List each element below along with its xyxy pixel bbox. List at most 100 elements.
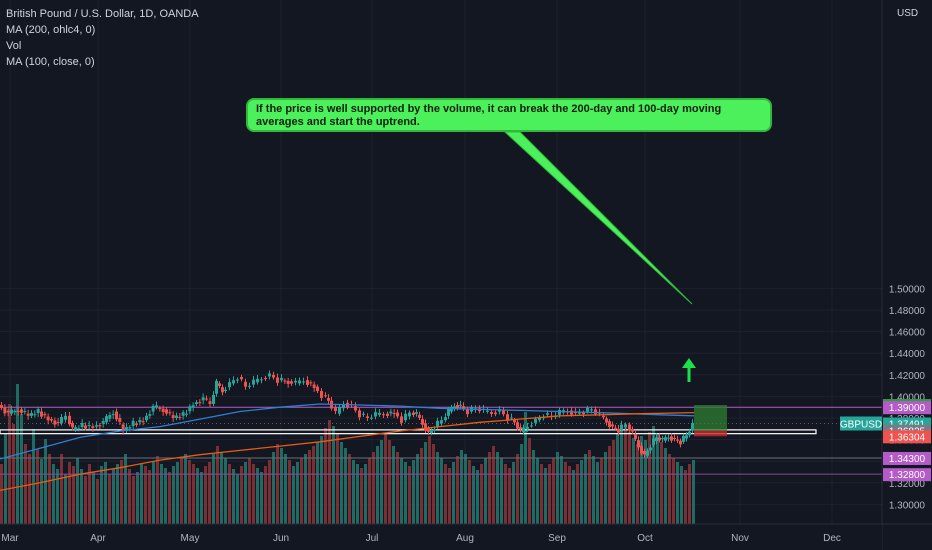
volume-bar xyxy=(348,454,351,524)
legend-symbol[interactable]: British Pound / U.S. Dollar, 1D, OANDA xyxy=(6,8,199,20)
volume-bar xyxy=(692,460,695,524)
annotation-callout[interactable]: If the price is well supported by the vo… xyxy=(246,98,772,132)
volume-bar xyxy=(56,469,59,524)
volume-bar xyxy=(52,464,55,524)
legend-ma100[interactable]: MA (100, close, 0) xyxy=(6,56,95,68)
y-tick-label: 1.46000 xyxy=(889,328,926,339)
candle-body xyxy=(324,395,327,397)
candle-body xyxy=(637,440,640,448)
volume-bar xyxy=(656,434,659,524)
volume-bar xyxy=(548,464,551,524)
x-tick-label: Aug xyxy=(456,533,474,544)
volume-bar xyxy=(292,466,295,524)
volume-bar xyxy=(652,426,655,524)
volume-bar xyxy=(320,436,323,524)
candle-body xyxy=(646,450,649,456)
volume-bar xyxy=(620,428,623,524)
volume-bar xyxy=(420,448,423,524)
volume-bar xyxy=(576,464,579,524)
volume-bar xyxy=(88,464,91,524)
volume-bar xyxy=(476,470,479,524)
callout-pointer xyxy=(503,131,693,305)
volume-bar xyxy=(0,464,3,524)
volume-bar xyxy=(212,454,215,524)
volume-bar xyxy=(464,454,467,524)
candle-body xyxy=(43,414,47,416)
volume-bar xyxy=(260,472,263,524)
candle-body xyxy=(513,420,516,423)
volume-bar xyxy=(328,420,331,524)
volume-bar xyxy=(168,472,171,524)
candle-body xyxy=(640,446,643,454)
candle-body xyxy=(236,379,239,381)
volume-bar xyxy=(528,438,531,524)
volume-bar xyxy=(216,446,219,524)
candle-body xyxy=(542,417,545,419)
candle-body xyxy=(628,424,631,431)
volume-bar xyxy=(136,472,139,524)
candle-body xyxy=(111,414,115,416)
volume-bar xyxy=(32,429,35,524)
volume-bar xyxy=(172,466,175,524)
volume-bar xyxy=(500,458,503,524)
price-tag-label: 1.32800 xyxy=(889,470,926,481)
y-tick-label: 1.48000 xyxy=(889,306,926,317)
candle-body xyxy=(240,376,243,380)
candle-body xyxy=(10,409,13,414)
volume-bar xyxy=(660,442,663,524)
volume-bar xyxy=(60,454,63,524)
candle-body xyxy=(494,412,497,415)
volume-bar xyxy=(248,458,251,524)
volume-bar xyxy=(564,462,567,524)
candle-body xyxy=(26,413,30,416)
volume-bar xyxy=(408,466,411,524)
volume-bar xyxy=(396,452,399,524)
volume-bar xyxy=(24,444,27,524)
volume-bar xyxy=(220,452,223,524)
candle-body xyxy=(198,402,202,404)
candle-body xyxy=(424,423,427,431)
volume-bar xyxy=(312,446,315,524)
candle-body xyxy=(354,406,357,411)
volume-bar xyxy=(116,464,119,524)
candle-body xyxy=(91,426,95,428)
candle-body xyxy=(617,428,620,433)
candle-body xyxy=(290,381,293,384)
volume-bar xyxy=(372,452,375,524)
volume-bar xyxy=(640,436,643,524)
volume-bar xyxy=(196,468,199,524)
candle-body xyxy=(389,411,393,414)
volume-bar xyxy=(268,460,271,524)
volume-bar xyxy=(224,458,227,524)
volume-bar xyxy=(532,450,535,524)
candle-body xyxy=(221,387,224,393)
candle-body xyxy=(466,408,469,415)
candle-body xyxy=(408,412,411,417)
volume-bar xyxy=(492,446,495,524)
volume-bar xyxy=(428,436,431,524)
candle-body xyxy=(161,408,165,412)
candle-body xyxy=(141,421,145,423)
candle-body xyxy=(309,382,313,384)
time-axis[interactable]: Mar Apr May Jun Jul Aug Sep Oct Nov Dec xyxy=(0,523,932,550)
candle-body xyxy=(519,427,522,430)
price-axis[interactable]: 1.300001.320001.340001.360001.380001.400… xyxy=(840,0,932,550)
candle-body xyxy=(436,420,439,427)
candle-body xyxy=(338,406,341,414)
y-tick-label: 1.32000 xyxy=(889,479,926,490)
candle-body xyxy=(121,424,125,431)
long-position-tool[interactable] xyxy=(694,405,727,437)
volume-bar xyxy=(352,460,355,524)
candle-body xyxy=(272,374,275,378)
volume-bar xyxy=(280,448,283,524)
candle-body xyxy=(516,422,519,429)
candle-body xyxy=(205,398,208,400)
candle-body xyxy=(244,381,247,387)
volume-bar xyxy=(176,462,179,524)
legend-ma200[interactable]: MA (200, ohlc4, 0) xyxy=(6,24,96,36)
volume-bar xyxy=(336,434,339,524)
candle-body xyxy=(412,412,415,415)
legend-volume[interactable]: Vol xyxy=(6,40,22,52)
candle-body xyxy=(264,378,267,380)
